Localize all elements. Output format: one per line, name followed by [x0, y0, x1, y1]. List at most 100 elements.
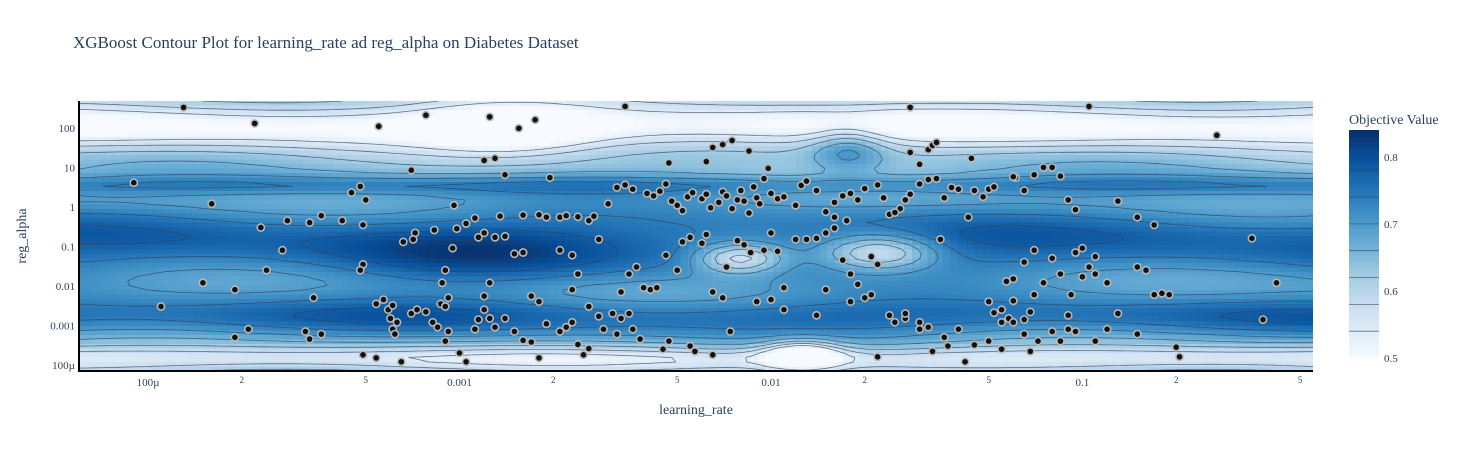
contour-cell: [865, 173, 874, 179]
contour-cell: [503, 168, 512, 174]
contour-cell: [402, 222, 412, 228]
contour-cell: [642, 209, 651, 215]
contour-cell: [788, 222, 797, 228]
contour-cell: [734, 222, 743, 228]
contour-cell: [711, 222, 720, 228]
contour-cell: [510, 159, 520, 165]
contour-cell: [156, 222, 165, 228]
contour-cell: [518, 141, 527, 147]
contour-cell: [1305, 123, 1313, 129]
contour-cell: [672, 222, 682, 228]
contour-cell: [1089, 141, 1098, 147]
contour-cell: [171, 132, 180, 138]
contour-cell: [348, 146, 358, 152]
contour-cell: [989, 110, 998, 116]
contour-cell: [456, 128, 466, 134]
contour-cell: [510, 200, 520, 206]
contour-cell: [402, 204, 412, 210]
contour-cell: [1235, 191, 1245, 197]
contour-cell: [1104, 177, 1114, 183]
contour-cell: [580, 141, 589, 147]
contour-cell: [179, 209, 188, 215]
contour-cell: [163, 119, 173, 125]
contour-cell: [688, 218, 697, 224]
contour-cell: [919, 218, 928, 224]
contour-cell: [657, 146, 666, 152]
contour-cell: [171, 155, 180, 161]
contour-cell: [264, 132, 273, 138]
contour-cell: [341, 123, 350, 129]
contour-cell: [564, 173, 574, 179]
contour-cell: [942, 159, 952, 165]
contour-cell: [1081, 182, 1090, 188]
contour-cell: [788, 119, 797, 125]
contour-cell: [1066, 209, 1075, 215]
contour-cell: [302, 123, 311, 129]
contour-cell: [803, 168, 813, 174]
contour-cell: [688, 222, 697, 228]
contour-cell: [1259, 222, 1268, 228]
contour-cell: [518, 191, 527, 197]
contour-cell: [125, 240, 134, 246]
contour-cell: [94, 164, 103, 170]
contour-cell: [79, 123, 88, 129]
contour-cell: [1174, 173, 1183, 179]
contour-cell: [418, 191, 427, 197]
contour-cell: [356, 110, 365, 116]
contour-cell: [811, 222, 820, 228]
contour-cell: [86, 240, 96, 246]
contour-cell: [996, 195, 1006, 201]
contour-cell: [256, 218, 265, 224]
contour-cell: [248, 164, 257, 170]
contour-cell: [1027, 164, 1036, 170]
contour-cell: [1158, 110, 1168, 116]
contour-cell: [387, 209, 396, 215]
contour-cell: [287, 173, 296, 179]
contour-cell: [773, 159, 782, 165]
contour-cell: [418, 150, 427, 156]
contour-cell: [1151, 159, 1160, 165]
contour-cell: [588, 200, 597, 206]
contour-cell: [672, 159, 682, 165]
contour-cell: [780, 150, 790, 156]
contour-cell: [256, 105, 265, 111]
contour-cell: [1035, 186, 1044, 192]
contour-cell: [888, 227, 898, 233]
contour-cell: [240, 114, 250, 120]
contour-cell: [711, 114, 720, 120]
contour-cell: [240, 101, 250, 107]
contour-cell: [1097, 231, 1106, 237]
contour-cell: [1112, 168, 1121, 174]
contour-cell: [626, 164, 635, 170]
contour-cell: [888, 123, 898, 129]
contour-cell: [773, 101, 782, 107]
contour-cell: [387, 231, 396, 237]
contour-cell: [1089, 227, 1098, 233]
contour-cell: [387, 128, 396, 134]
contour-cell: [726, 222, 736, 228]
contour-cell: [1158, 231, 1168, 237]
contour-cell: [325, 150, 335, 156]
contour-cell: [935, 168, 944, 174]
contour-cell: [240, 222, 250, 228]
contour-cell: [1212, 123, 1222, 129]
contour-cell: [256, 213, 265, 219]
contour-cell: [603, 236, 612, 242]
contour-cell: [456, 177, 466, 183]
contour-cell: [526, 227, 535, 233]
contour-cell: [171, 123, 180, 129]
contour-cell: [1174, 101, 1183, 107]
contour-cell: [1151, 195, 1160, 201]
contour-cell: [202, 141, 211, 147]
contour-cell: [973, 236, 982, 242]
contour-cell: [1058, 177, 1067, 183]
contour-cell: [1019, 209, 1029, 215]
contour-cell: [642, 137, 651, 143]
contour-cell: [402, 209, 412, 215]
contour-cell: [911, 173, 921, 179]
contour-cell: [534, 159, 543, 165]
contour-cell: [711, 132, 720, 138]
contour-cell: [572, 159, 581, 165]
contour-cell: [1197, 195, 1206, 201]
contour-cell: [410, 159, 419, 165]
